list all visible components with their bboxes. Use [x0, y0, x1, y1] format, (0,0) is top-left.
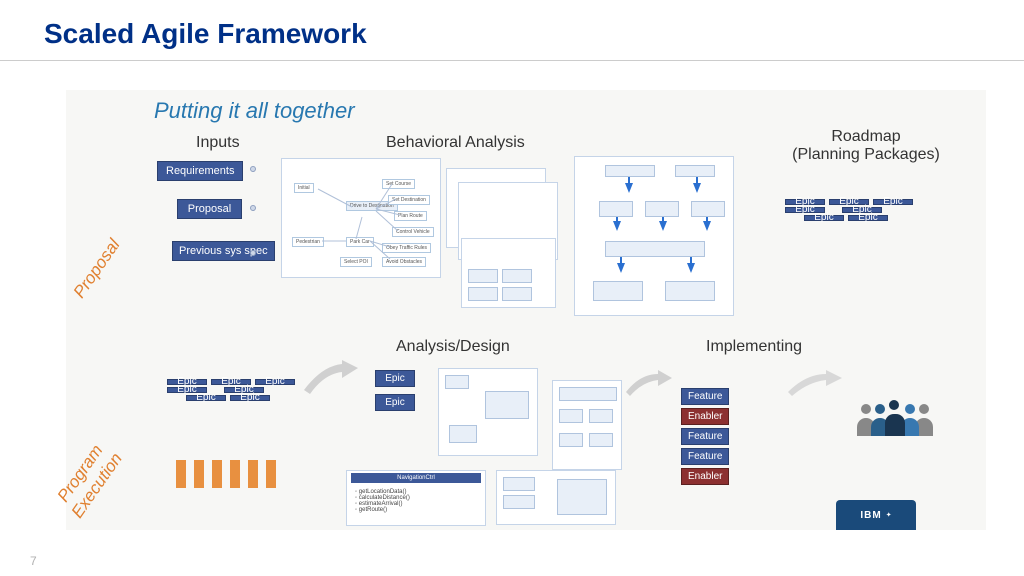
orange-bars	[172, 460, 280, 493]
analysis-panel-2: NavigationCtrl ◦ getLocationData() ◦ cal…	[346, 470, 486, 526]
page-number: 7	[30, 554, 37, 568]
epic-box: Epic	[848, 215, 888, 221]
connector-dot	[250, 166, 256, 172]
ibm-badge: IBM ✦	[836, 500, 916, 530]
feature-box: Feature	[681, 388, 729, 405]
flow-arrow-2	[624, 370, 674, 400]
input-box-prevspec: Previous sys spec	[172, 241, 275, 261]
enabler-box: Enabler	[681, 468, 729, 485]
roadmap-subheading: (Planning Packages)	[786, 146, 946, 164]
input-box-requirements: Requirements	[157, 161, 243, 181]
inputs-heading: Inputs	[196, 134, 240, 152]
epic-box: Epic	[804, 215, 844, 221]
diagram-area: Putting it all together Proposal Inputs …	[66, 90, 986, 530]
slide-title: Scaled Agile Framework	[0, 0, 1024, 60]
connector-dot	[250, 250, 256, 256]
flow-arrow-1	[302, 360, 362, 400]
roadmap-epics: Epic Epic Epic Epic Epic Epic Epic	[784, 198, 924, 222]
people-icon	[856, 400, 934, 436]
analysis-panel-3	[496, 470, 616, 525]
behavioral-panel-4	[461, 238, 556, 308]
feature-box: Feature	[681, 428, 729, 445]
input-box-proposal: Proposal	[177, 199, 242, 219]
ibm-text: IBM	[860, 510, 881, 521]
analysis-heading: Analysis/Design	[396, 338, 510, 356]
implementing-heading: Implementing	[706, 338, 802, 356]
roadmap-heading: Roadmap	[786, 128, 946, 146]
analysis-panel-4	[552, 380, 622, 470]
behavioral-flowchart	[574, 156, 734, 316]
analysis-panel-1	[438, 368, 538, 456]
analysis-epics: Epic Epic	[374, 368, 416, 412]
connector-dot	[250, 205, 256, 211]
behavioral-panel-1: Drive to Destination Initial Set Course …	[281, 158, 441, 278]
epic-box: Epic	[873, 199, 913, 205]
epic-box: Epic	[375, 370, 415, 387]
enabler-box: Enabler	[681, 408, 729, 425]
implementing-items: Feature Enabler Feature Feature Enabler	[680, 386, 730, 486]
epic-box: Epic	[375, 394, 415, 411]
epic-box: Epic	[230, 395, 270, 401]
feature-box: Feature	[681, 448, 729, 465]
epic-box: Epic	[255, 379, 295, 385]
roadmap-header: Roadmap (Planning Packages)	[786, 128, 946, 164]
row1-label: Proposal	[70, 236, 125, 302]
title-divider	[0, 60, 1024, 61]
row2-epics-input: Epic Epic Epic Epic Epic Epic Epic	[166, 378, 306, 402]
diagram-subtitle: Putting it all together	[154, 98, 355, 124]
epic-box: Epic	[186, 395, 226, 401]
flow-arrow-3	[786, 370, 846, 400]
behavioral-heading: Behavioral Analysis	[386, 134, 525, 152]
